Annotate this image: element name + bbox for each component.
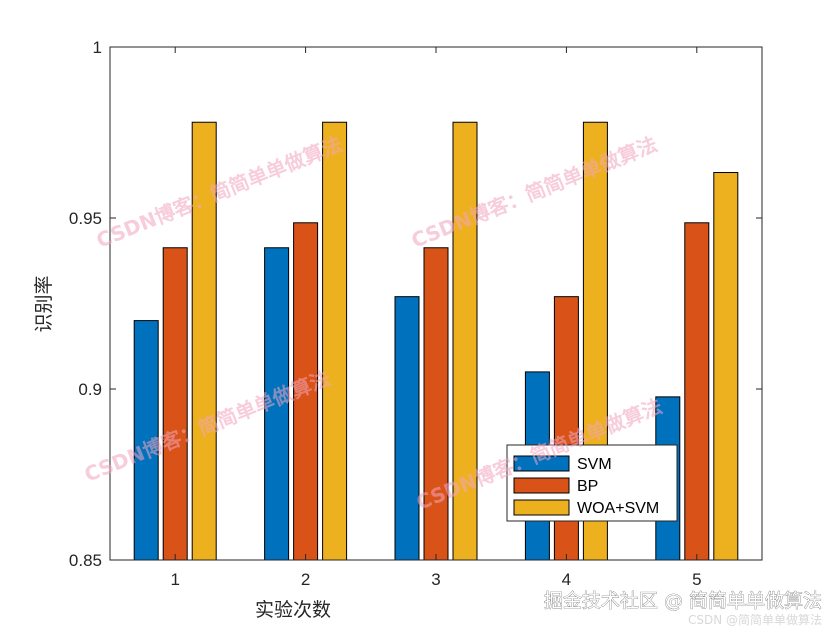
footer-watermark: 掘金技术社区 @ 简简单单做算法 <box>544 590 822 612</box>
y-axis-title: 识别率 <box>33 275 55 332</box>
bar-bp-1 <box>162 247 188 561</box>
y-tick-label-1: 1 <box>93 38 102 57</box>
x-tick-label-1: 1 <box>170 570 179 589</box>
bar-svm-3 <box>394 296 420 561</box>
legend: SVM BP WOA+SVM <box>506 444 678 522</box>
legend-swatch-svm <box>513 455 570 472</box>
bar-woa-svm-1 <box>191 121 217 561</box>
bar-bp-5 <box>684 222 710 561</box>
bar-woa-svm-2 <box>322 121 348 561</box>
x-tick-label-5: 5 <box>692 570 701 589</box>
x-tick-label-2: 2 <box>301 570 310 589</box>
legend-swatch-bp <box>513 477 570 494</box>
x-tick-label-3: 3 <box>431 570 440 589</box>
legend-label-woa-svm: WOA+SVM <box>577 500 659 517</box>
legend-label-bp: BP <box>577 478 598 495</box>
legend-swatch-woa-svm <box>513 499 570 516</box>
bars-group <box>133 121 739 561</box>
y-tick-label-0.95: 0.95 <box>69 209 102 228</box>
bar-bp-2 <box>293 222 319 561</box>
axes-group <box>109 46 763 561</box>
y-tick-label-0.9: 0.9 <box>78 380 102 399</box>
tick-labels-group: 1 2 3 4 5 0.85 0.9 0.95 1 <box>69 38 702 589</box>
bar-bp-3 <box>423 247 449 561</box>
bar-woa-svm-5 <box>713 172 739 561</box>
y-tick-label-0.85: 0.85 <box>69 551 102 570</box>
legend-label-svm: SVM <box>577 456 612 473</box>
footer-csdn: CSDN @简简单单做算法 <box>688 612 822 627</box>
bar-svm-2 <box>264 247 290 561</box>
x-tick-label-4: 4 <box>562 570 571 589</box>
x-axis-title: 实验次数 <box>255 599 331 621</box>
